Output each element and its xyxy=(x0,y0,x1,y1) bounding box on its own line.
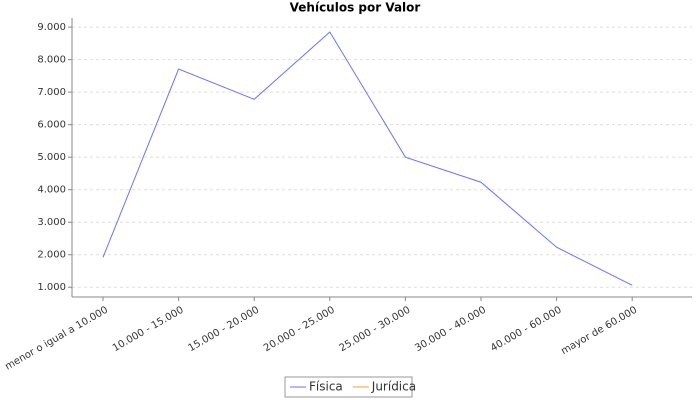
x-tick-label: 25.000 - 30.000 xyxy=(338,305,413,355)
y-tick-label: 3.000 xyxy=(37,217,66,228)
y-tick-label: 5.000 xyxy=(37,152,66,163)
chart-title: Vehículos por Valor xyxy=(290,1,421,15)
x-tick-label: 40.000 - 60.000 xyxy=(489,305,564,355)
y-tick-label: 7.000 xyxy=(37,87,66,98)
x-tick-label: 10.000 - 15.000 xyxy=(111,305,186,355)
y-tick-label: 1.000 xyxy=(37,282,66,293)
y-tick-label: 6.000 xyxy=(37,120,66,131)
series-line xyxy=(102,31,633,286)
x-tick-label: 20.000 - 25.000 xyxy=(262,305,337,355)
legend-text: Jurídica xyxy=(371,380,416,394)
y-tick-label: 2.000 xyxy=(37,250,66,261)
y-tick-label: 4.000 xyxy=(37,185,66,196)
x-tick-label: mayor de 60.000 xyxy=(559,305,639,357)
x-tick-label: 15.000 - 20.000 xyxy=(186,305,261,355)
legend-box xyxy=(284,376,413,398)
y-tick-label: 8.000 xyxy=(37,55,66,66)
y-tick-label: 9.000 xyxy=(37,22,66,33)
x-tick-label: 30.000 - 40.000 xyxy=(413,305,488,355)
legend-text: Física xyxy=(309,380,343,394)
x-tick-label: menor o igual a 10.000 xyxy=(3,305,110,373)
